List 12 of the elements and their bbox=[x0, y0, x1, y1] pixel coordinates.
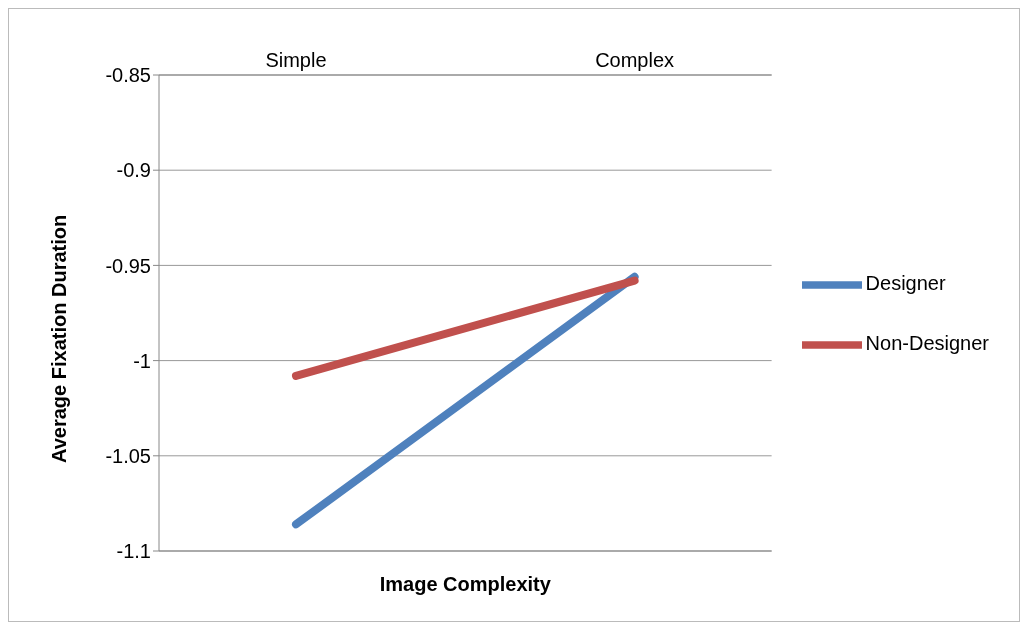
y-axis-title: Average Fixation Duration bbox=[48, 214, 71, 463]
x-axis-title: Image Complexity bbox=[379, 573, 552, 595]
legend-label: Designer bbox=[865, 272, 946, 295]
x-tick-label: Complex bbox=[595, 49, 675, 71]
legend-label: Non-Designer bbox=[865, 332, 989, 355]
y-tick-label: -1.05 bbox=[105, 444, 151, 467]
y-tick-label: -0.95 bbox=[105, 254, 151, 277]
y-tick-label: -1.1 bbox=[116, 540, 151, 563]
x-tick-label: Simple bbox=[265, 49, 327, 71]
y-tick-label: -1 bbox=[133, 349, 151, 372]
y-tick-label: -0.85 bbox=[105, 64, 151, 87]
y-tick-label: -0.9 bbox=[116, 159, 151, 182]
